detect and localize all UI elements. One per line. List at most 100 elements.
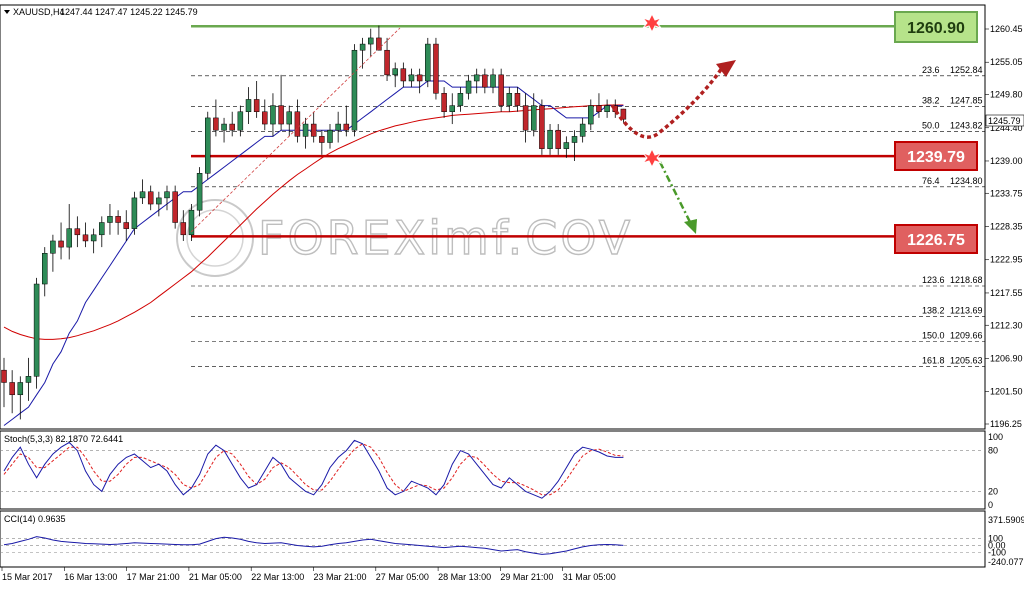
candle-body bbox=[107, 216, 113, 223]
fib-ratio-label: 123.6 bbox=[922, 275, 945, 285]
time-tick-label: 16 Mar 13:00 bbox=[64, 572, 117, 582]
price-tick-label: 1233.75 bbox=[990, 188, 1023, 198]
price-tick-label: 1249.80 bbox=[990, 90, 1023, 100]
candle-body bbox=[82, 234, 89, 242]
cci-tick-label: -100 bbox=[988, 547, 1006, 557]
candle-body bbox=[588, 105, 594, 125]
price-axis: 1260.45 1255.05 1249.80 1244.40 1239.00 1233.… bbox=[985, 24, 1023, 429]
candle-body bbox=[473, 74, 480, 82]
candle-body bbox=[50, 240, 56, 254]
price-tick-label: 1206.90 bbox=[990, 353, 1023, 363]
fib-ratio-label: 50.0 bbox=[922, 120, 940, 130]
candle-body bbox=[245, 99, 252, 113]
candle-body bbox=[42, 253, 48, 285]
price-tick-label: 1255.05 bbox=[990, 57, 1023, 67]
time-tick-label: 15 Mar 2017 bbox=[2, 572, 53, 582]
stoch-tick-label: 0 bbox=[988, 500, 993, 510]
candle-body bbox=[213, 117, 219, 131]
candle-body bbox=[33, 283, 40, 377]
candle-body bbox=[319, 136, 325, 143]
fib-ratio-label: 138.2 bbox=[922, 306, 945, 316]
cci-tick-label: 0.00 bbox=[988, 541, 1006, 551]
current-price-label: 1245.79 bbox=[988, 116, 1021, 126]
price-tick-label: 1212.30 bbox=[990, 320, 1023, 330]
time-tick-label: 29 Mar 21:00 bbox=[500, 572, 553, 582]
candle-body bbox=[58, 240, 64, 248]
symbol-label: XAUUSD,H4 bbox=[13, 7, 65, 17]
candle-body bbox=[482, 74, 488, 88]
candle-body bbox=[205, 117, 211, 174]
burst-marker-icon bbox=[641, 147, 663, 169]
fib-ratio-label: 76.4 bbox=[922, 176, 940, 186]
candle-body bbox=[498, 74, 504, 106]
candle-body bbox=[449, 105, 455, 113]
bearish-scenario-arrow bbox=[658, 161, 692, 223]
candle-body bbox=[441, 93, 447, 113]
candle-body bbox=[90, 234, 97, 242]
candle-body bbox=[490, 74, 496, 88]
time-tick-label: 31 Mar 05:00 bbox=[563, 572, 616, 582]
candle-body bbox=[294, 111, 301, 137]
candle-body bbox=[147, 191, 154, 205]
watermark: FOREXimf.COV bbox=[176, 199, 631, 277]
time-tick-label: 23 Mar 21:00 bbox=[314, 572, 367, 582]
bullish-scenario-arrow bbox=[610, 67, 724, 139]
time-tick-label: 21 Mar 05:00 bbox=[189, 572, 242, 582]
fib-price-label: 1218.68 bbox=[950, 275, 983, 285]
candle-body bbox=[531, 105, 537, 131]
stoch-levels bbox=[0, 450, 985, 492]
fib-price-label: 1252.84 bbox=[950, 65, 983, 75]
fib-ratio-label: 150.0 bbox=[922, 330, 945, 340]
candle-body bbox=[188, 209, 195, 236]
fib-ratio-label: 38.2 bbox=[922, 96, 940, 106]
candle-body bbox=[66, 228, 72, 248]
support2-label: 1226.75 bbox=[907, 232, 965, 249]
candle-body bbox=[180, 222, 187, 236]
stoch-label: Stoch(5,3,3) 82.1870 72.6441 bbox=[4, 434, 123, 444]
candle-body bbox=[99, 222, 105, 236]
candle-body bbox=[172, 191, 178, 223]
cci-levels bbox=[0, 538, 985, 553]
candle-body bbox=[131, 197, 138, 229]
candle-body bbox=[563, 142, 570, 149]
price-tick-label: 1260.45 bbox=[990, 24, 1023, 34]
candle-body bbox=[335, 123, 341, 131]
fib-price-label: 1209.66 bbox=[950, 330, 983, 340]
candle-body bbox=[376, 37, 382, 51]
candle-body bbox=[514, 93, 521, 106]
candle-body bbox=[164, 191, 170, 199]
candle-body bbox=[262, 111, 268, 125]
candle-body bbox=[302, 123, 309, 137]
dropdown-triangle-icon[interactable] bbox=[4, 10, 10, 14]
current-price-tag: 1245.79 bbox=[985, 114, 1024, 127]
time-tick-label: 27 Mar 05:00 bbox=[376, 572, 429, 582]
candle-body bbox=[221, 123, 227, 131]
candle-body bbox=[74, 228, 81, 236]
candle-body bbox=[579, 123, 586, 137]
candle-body bbox=[425, 43, 431, 82]
candle-body bbox=[229, 123, 235, 131]
candle-body bbox=[596, 105, 602, 113]
candle-body bbox=[9, 382, 15, 396]
price-tick-label: 1239.00 bbox=[990, 156, 1023, 166]
candle-body bbox=[115, 216, 121, 223]
candle-body bbox=[1, 369, 7, 383]
key-levels bbox=[191, 24, 895, 238]
candle-body bbox=[196, 173, 203, 211]
candle-body bbox=[400, 68, 407, 82]
candle-body bbox=[156, 197, 162, 205]
candle-body bbox=[465, 80, 472, 94]
cci-tick-label: 100 bbox=[988, 534, 1003, 544]
candle-body bbox=[327, 129, 333, 143]
fib-price-label: 1243.82 bbox=[950, 120, 983, 130]
support2-label-box: 1226.75 bbox=[894, 224, 978, 254]
fib-price-label: 1247.85 bbox=[950, 96, 983, 106]
price-tick-label: 1196.25 bbox=[990, 419, 1022, 429]
candle-body bbox=[351, 49, 358, 131]
candle-body bbox=[620, 108, 627, 120]
candle-body bbox=[571, 136, 578, 143]
fib-anchor-line bbox=[190, 27, 401, 233]
